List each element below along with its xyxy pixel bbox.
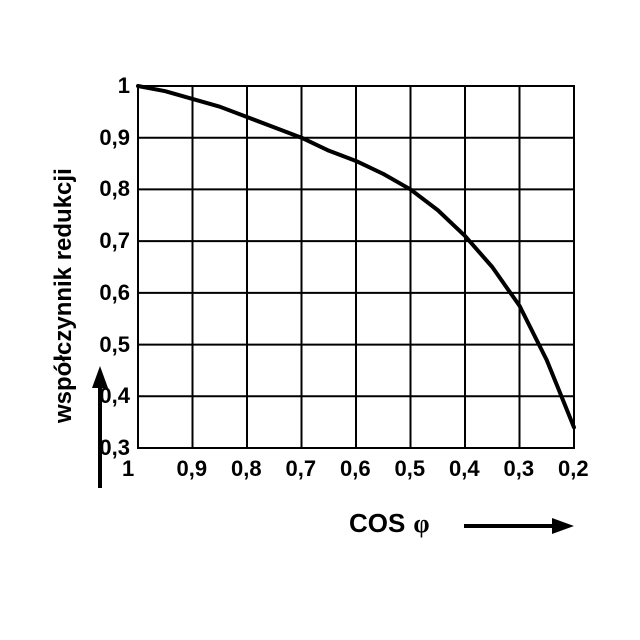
x-tick-label: 0,9	[177, 456, 208, 482]
y-tick-label: 0,5	[86, 332, 130, 358]
x-tick-label: 0,5	[395, 456, 426, 482]
y-tick-label: 1	[86, 73, 130, 99]
x-axis-label-text: COS	[349, 508, 405, 538]
y-tick-label: 0,4	[86, 383, 130, 409]
y-tick-label: 0,9	[86, 125, 130, 151]
x-axis-label: COS φ	[349, 508, 430, 539]
x-tick-label: 0,6	[340, 456, 371, 482]
y-tick-label: 0,8	[86, 176, 130, 202]
x-tick-label: 0,3	[504, 456, 535, 482]
y-axis-label: współczynnik redukcji	[50, 168, 78, 423]
x-arrow-head	[552, 518, 574, 534]
x-tick-label: 0,8	[231, 456, 262, 482]
x-tick-label: 0,7	[286, 456, 317, 482]
x-tick-label: 0,2	[558, 456, 589, 482]
y-tick-label: 0,3	[86, 435, 130, 461]
chart-canvas: 1 0,9 0,8 0,7 0,6 0,5 0,4 0,3 0,2 0,3 0,4 0,5 0,6 0,7…	[0, 0, 640, 640]
x-axis-label-symbol: φ	[413, 509, 429, 538]
y-tick-label: 0,6	[86, 280, 130, 306]
x-tick-label: 0,4	[449, 456, 480, 482]
y-tick-label: 0,7	[86, 228, 130, 254]
